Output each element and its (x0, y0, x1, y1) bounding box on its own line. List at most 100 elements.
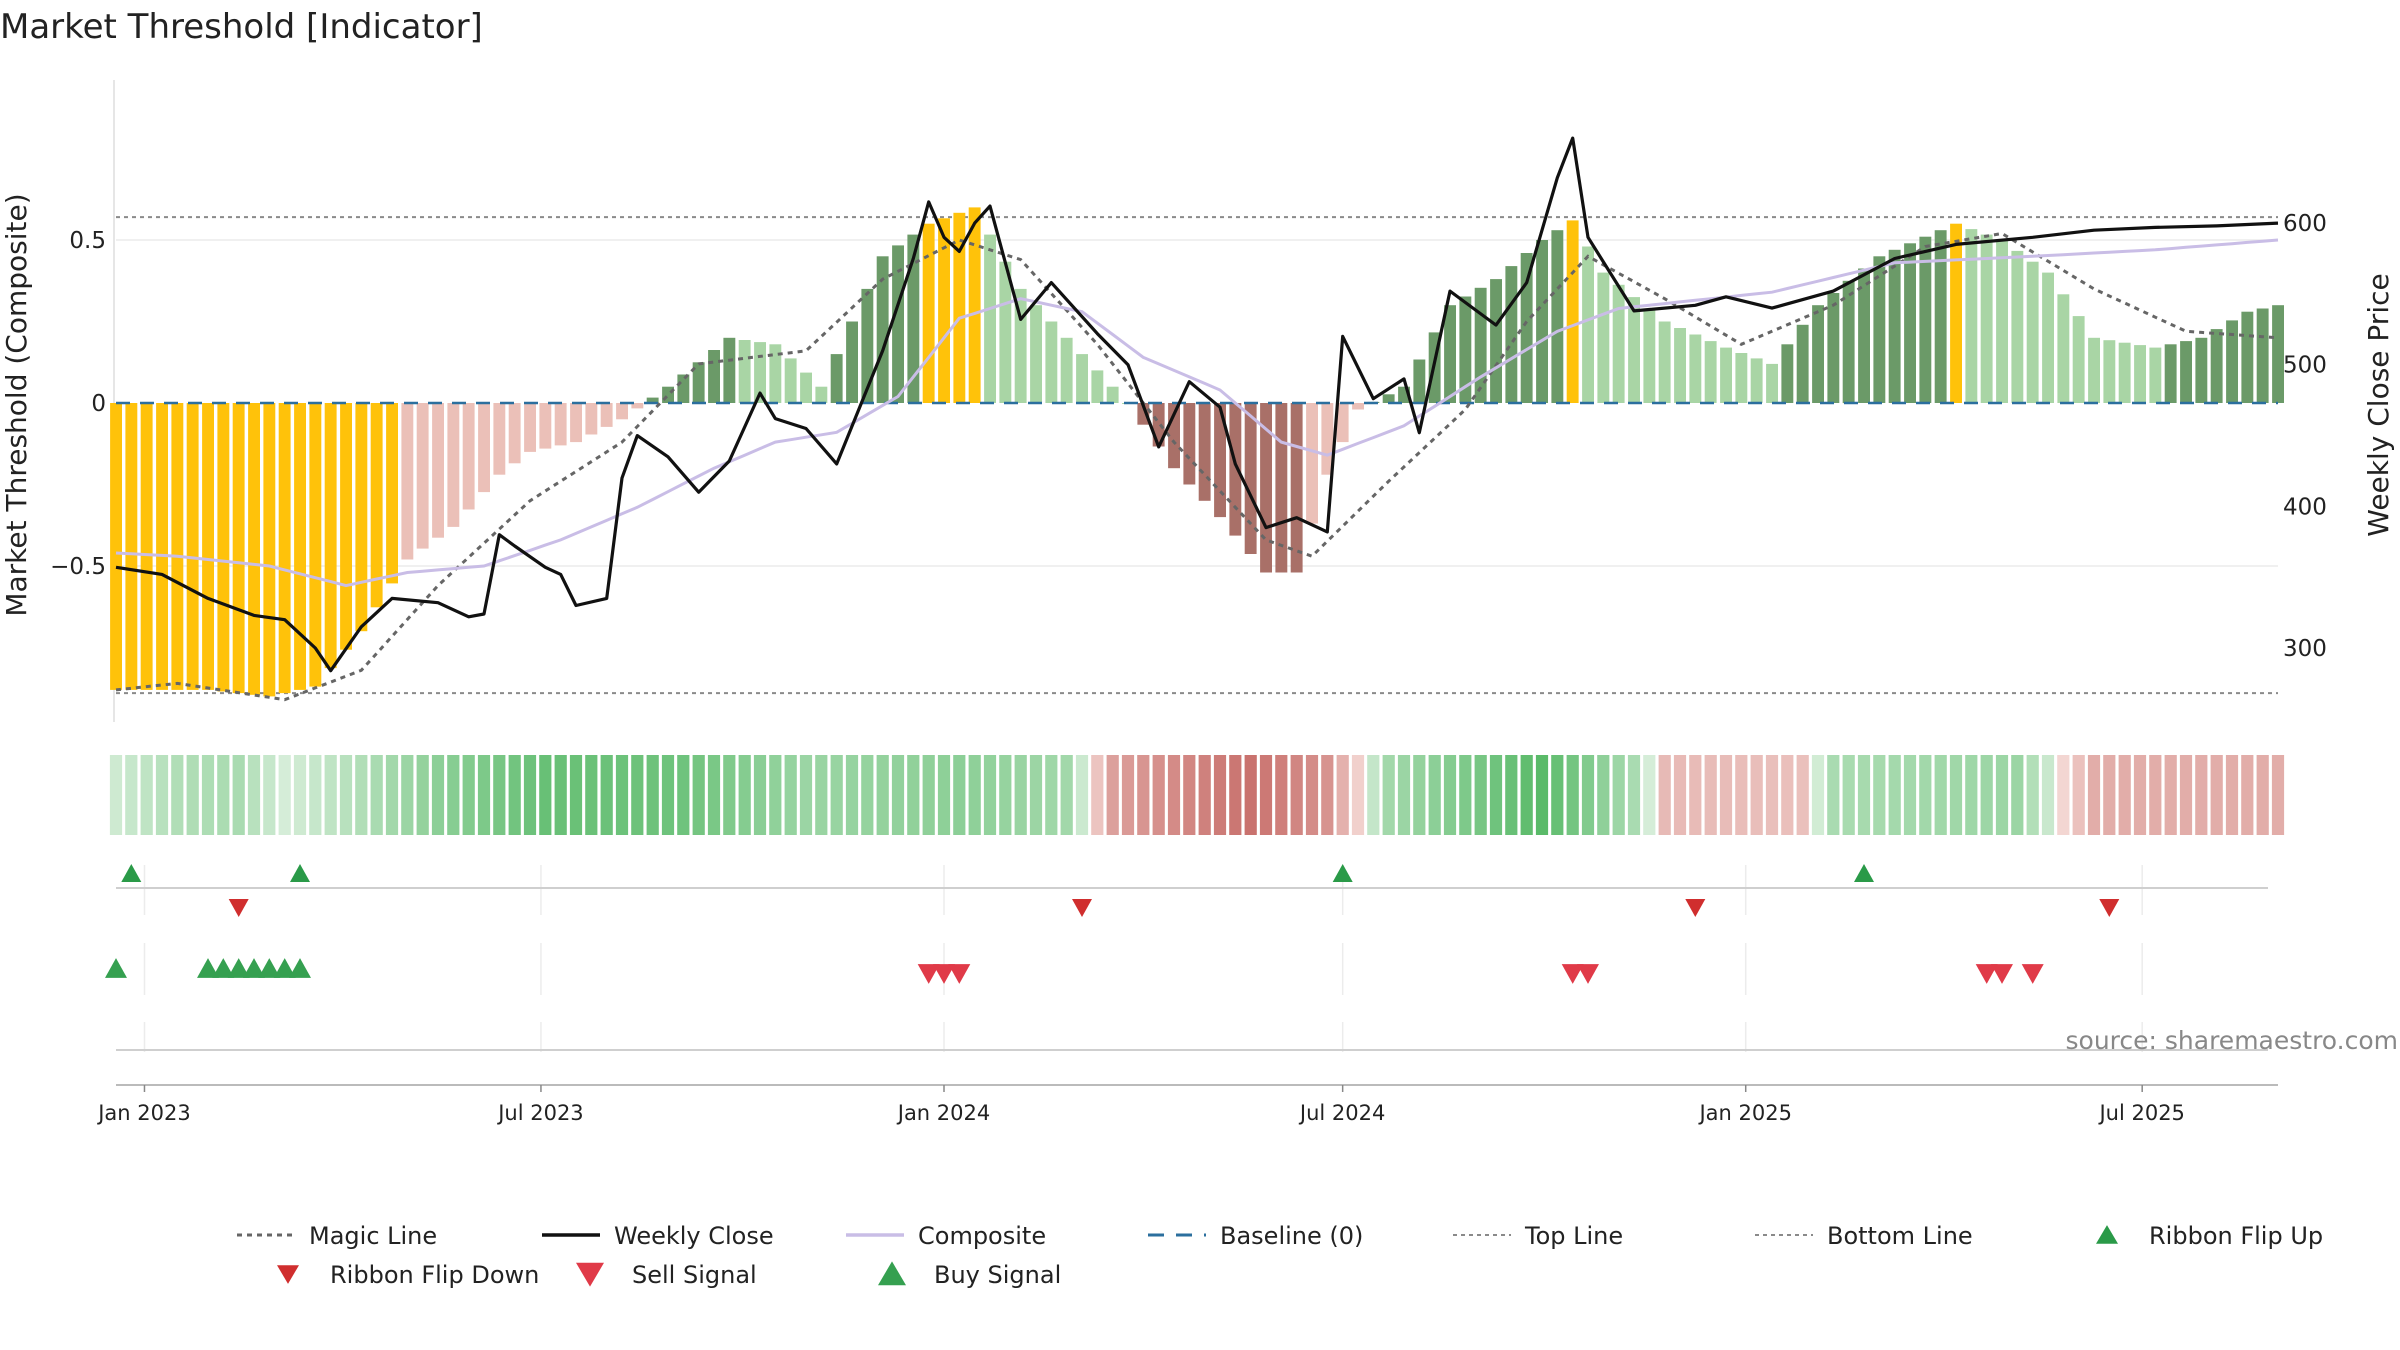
composite-bar (2057, 294, 2070, 403)
ribbon-cell (1796, 755, 1809, 835)
ribbon-cell (278, 755, 291, 835)
ribbon-cell (891, 755, 905, 835)
composite-bar (1336, 403, 1349, 443)
composite-bar (1812, 305, 1824, 403)
left-tick-label: −0.5 (50, 554, 106, 580)
legend-swatch (878, 1261, 906, 1286)
left-tick-label: 0.5 (69, 228, 106, 254)
ribbon-flip-down-marker (2099, 899, 2120, 917)
ribbon-cell (615, 755, 629, 835)
left-axis-label: Market Threshold (Composite) (0, 193, 33, 616)
buy-signal-marker (289, 958, 311, 978)
ribbon-cell (707, 755, 721, 835)
ribbon-cell (1259, 755, 1273, 835)
composite-bar (232, 403, 245, 694)
ribbon-cell (1965, 755, 1978, 835)
date-axis: Jan 2023 Jul 2023 Jan 2024 Jul 2024 Jan 2025… (96, 1084, 2278, 1125)
x-tick-label: Jan 2024 (896, 1101, 991, 1125)
ribbon-cell (1873, 755, 1886, 835)
ribbon-cell (692, 755, 705, 835)
composite-bar (110, 403, 122, 690)
composite-bar (1183, 403, 1196, 485)
ribbon-cell (1980, 755, 1993, 835)
ribbon-cell (1781, 755, 1794, 835)
ribbon-flip-up-marker (121, 864, 142, 882)
composite-bars (110, 207, 2284, 697)
composite-bar (355, 403, 368, 632)
sell-signal-marker (933, 964, 955, 984)
composite-bar (186, 403, 199, 690)
composite-bar (1873, 256, 1886, 403)
composite-bar (2088, 337, 2100, 403)
ribbon-cell (1597, 755, 1610, 835)
ribbon-flip-down-marker (1072, 899, 1092, 917)
composite-bar (830, 354, 843, 403)
buy-signal-marker (105, 958, 127, 978)
legend-label: Buy Signal (934, 1261, 1061, 1289)
composite-bar (2042, 272, 2054, 403)
ribbon-cell (554, 755, 567, 835)
ribbon-cell (845, 755, 859, 835)
legend-item-composite: Composite (846, 1222, 1046, 1250)
composite-bar (2072, 316, 2085, 403)
sell-signal-marker (1975, 964, 1998, 984)
ribbon-cell (2103, 755, 2116, 835)
ribbon-cell (1229, 755, 1242, 835)
composite-bar (1244, 403, 1257, 554)
ribbon-cell (385, 755, 399, 835)
magic-line (115, 231, 2279, 702)
ribbon-cell (953, 755, 966, 835)
legend-item-flipdown: Ribbon Flip Down (277, 1261, 539, 1289)
composite-bar (570, 403, 582, 443)
x-tick-label: Jul 2025 (2097, 1101, 2184, 1125)
ribbon-flip-down-marker (1685, 899, 1706, 917)
ribbon-cell (1750, 755, 1763, 835)
composite-bar (478, 403, 490, 493)
ribbon-cell (999, 755, 1012, 835)
ribbon-cell (2072, 755, 2085, 835)
composite-bar (171, 403, 184, 690)
x-tick-label: Jan 2025 (1697, 1101, 1792, 1125)
legend-item-close: Weekly Close (542, 1222, 774, 1250)
composite-bar (754, 342, 766, 403)
composite-bar (1536, 240, 1548, 403)
ribbon-cell (508, 755, 521, 835)
composite-bar (462, 403, 475, 510)
composite-bar (1827, 293, 1840, 403)
composite-bar (892, 245, 904, 403)
composite-bar (2195, 337, 2208, 403)
composite-bar (1214, 403, 1226, 518)
composite-bar (585, 403, 598, 435)
ribbon-cell (2087, 755, 2101, 835)
ribbon-cell (1949, 755, 1963, 835)
composite-bar (1352, 403, 1364, 410)
composite-bar (248, 403, 260, 695)
composite-bar (1858, 268, 1870, 403)
composite-bar (692, 362, 705, 404)
ribbon-flip-up-marker (1854, 864, 1874, 882)
left-tick-label: 0 (91, 391, 106, 417)
ribbon-cell (631, 755, 644, 835)
composite-bar (2180, 341, 2192, 403)
ribbon-cell (1520, 755, 1533, 835)
signal-markers (105, 864, 2120, 984)
ribbon-cell (646, 755, 659, 835)
composite-bar (999, 261, 1012, 403)
composite-bar (1382, 394, 1395, 403)
ribbon-cell (661, 755, 675, 835)
ribbon-cell (2057, 755, 2070, 835)
composite-bar (1996, 240, 2008, 403)
composite-bar (309, 403, 322, 687)
composite-bar (1597, 272, 1610, 403)
right-axis-ticks: 600 500 400 300 (2283, 211, 2327, 662)
x-tick-label: Jul 2024 (1298, 1101, 1385, 1125)
composite-bar (217, 403, 230, 692)
ribbon-cell (1689, 755, 1702, 835)
composite-bar (2241, 311, 2254, 403)
ribbon-cell (201, 755, 215, 835)
composite-bar (2026, 261, 2039, 403)
ribbon-cell (1305, 755, 1319, 835)
composite-bar (1643, 309, 1656, 403)
ribbon-cell (125, 755, 138, 835)
composite-bar (1306, 403, 1318, 524)
